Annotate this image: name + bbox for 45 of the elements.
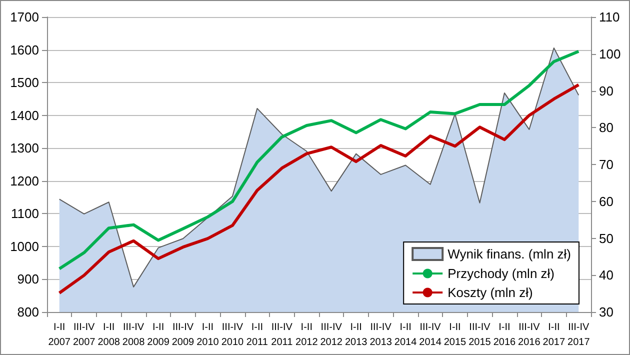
x-tick-label: III-IV 2013: [370, 322, 392, 348]
y-tick-label: 800: [17, 304, 39, 320]
y2-tick-label: 80: [599, 120, 614, 136]
x-tick-label: III-IV 2016: [518, 322, 541, 348]
x-tick-label: I-II 2015: [444, 322, 467, 348]
y-tick-label: 1400: [10, 108, 39, 123]
y-tick-label: 1700: [10, 10, 39, 24]
x-tick-label: III-IV 2007: [72, 322, 96, 348]
y-tick-label: 1000: [10, 238, 39, 254]
y-tick-label: 1300: [10, 140, 39, 156]
y-tick-label: 900: [17, 272, 39, 287]
x-tick-label: I-II 2007: [48, 322, 71, 348]
x-tick-label: I-II 2014: [394, 322, 418, 348]
y-tick-label: 1200: [10, 173, 39, 188]
y2-tick-label: 90: [599, 83, 614, 98]
y-tick-label: 1500: [10, 75, 39, 90]
legend-label: Wynik finans. (mln zł): [448, 246, 571, 262]
x-tick-label: III-IV 2012: [320, 322, 343, 348]
y-tick-label: 1100: [11, 206, 39, 222]
x-tick-label: I-II 2008: [98, 322, 120, 348]
x-tick-label: III-IV 2017: [568, 322, 590, 348]
x-tick-label: I-II 2010: [196, 322, 220, 348]
x-tick-label: III-IV 2009: [172, 322, 195, 348]
y2-tick-label: 50: [599, 230, 614, 246]
x-tick-label: III-IV 2015: [468, 322, 492, 348]
line-series: [58, 50, 580, 270]
y-tick-label: 1600: [10, 42, 39, 58]
y2-tick-label: 70: [599, 157, 614, 172]
x-tick-label: III-IV 2011: [271, 322, 294, 348]
legend-label: Przychody (mln zł): [448, 266, 555, 281]
legend-label: Koszty (mln zł): [448, 285, 533, 300]
x-tick-label: I-II 2011: [246, 322, 268, 348]
y2-tick-label: 110: [599, 10, 620, 24]
x-tick-label: I-II 2016: [493, 322, 516, 348]
x-tick-label: III-IV 2010: [221, 322, 244, 348]
y2-tick-label: 60: [599, 194, 614, 209]
x-tick-label: III-IV 2014: [419, 322, 442, 348]
x-tick-label: III-IV 2008: [122, 322, 146, 348]
y2-tick-label: 100: [599, 46, 621, 62]
x-tick-label: I-II 2017: [542, 322, 566, 348]
y2-tick-label: 40: [599, 268, 614, 283]
x-tick-label: I-II 2012: [296, 322, 318, 348]
x-tick-label: I-II 2013: [344, 322, 368, 348]
x-tick-label: I-II 2009: [147, 322, 170, 348]
y2-tick-label: 30: [599, 304, 614, 320]
